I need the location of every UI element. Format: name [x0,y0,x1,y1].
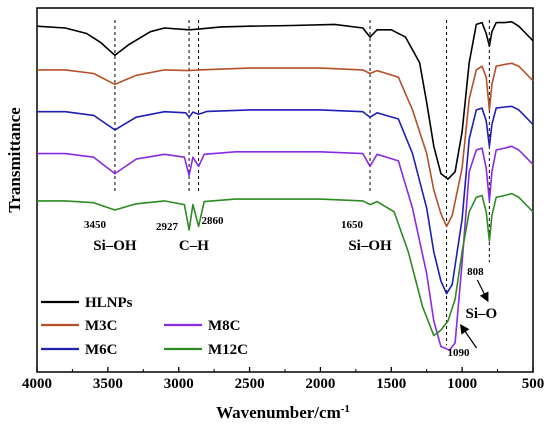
x-tick-label-3000: 3000 [164,376,194,392]
x-tick-label-1500: 1500 [376,376,406,392]
peak-label-1650: 1650 [341,219,364,231]
arrow-808 [476,279,489,303]
legend-label-m8c: M8C [208,318,241,334]
peak-label-3450: 3450 [84,219,107,231]
x-axis-label-text: Wavenumber/cm [216,403,341,422]
group-label-0: Si–OH [93,238,137,254]
x-tick-label-500: 500 [522,376,545,392]
series-m6c [37,105,534,295]
series-m12c [37,192,534,337]
series-hlnps [36,21,534,180]
peak-label-1090: 1090 [448,347,471,359]
y-axis-label: Transmittance [5,107,24,213]
group-label-2: Si–OH [348,238,392,254]
x-axis-label-superscript: -1 [341,403,350,415]
legend-label-m6c: M6C [85,342,118,358]
series-group [36,21,534,351]
x-tick-label-4000: 4000 [22,376,52,392]
series-m3c [37,62,534,228]
peak-label-2927: 2927 [156,221,179,233]
annotations: 3450 2927 2860 1650 1090 808 Si–OH C–H Si–OH Si–O [84,215,497,359]
x-tick-label-2500: 2500 [235,376,265,392]
x-tick-label-1000: 1000 [447,376,477,392]
peak-label-2860: 2860 [202,215,225,227]
x-axis-label: Wavenumber/cm-1 [216,403,350,422]
group-label-3: Si–O [466,306,498,322]
x-tick-label-3500: 3500 [93,376,123,392]
legend-label-m12c: M12C [208,342,248,358]
series-m8c [37,145,534,351]
arrow-1090 [459,324,478,349]
legend-label-hlnps: HLNPs [85,295,133,311]
peak-label-808: 808 [467,266,484,278]
group-label-1: C–H [179,238,209,254]
x-ticks: 4000 3500 3000 2500 2000 1500 1000 500 [22,367,544,392]
legend: HLNPs M3C M8C M6C M12C [41,295,248,358]
x-tick-label-2000: 2000 [305,376,335,392]
legend-label-m3c: M3C [85,318,118,334]
